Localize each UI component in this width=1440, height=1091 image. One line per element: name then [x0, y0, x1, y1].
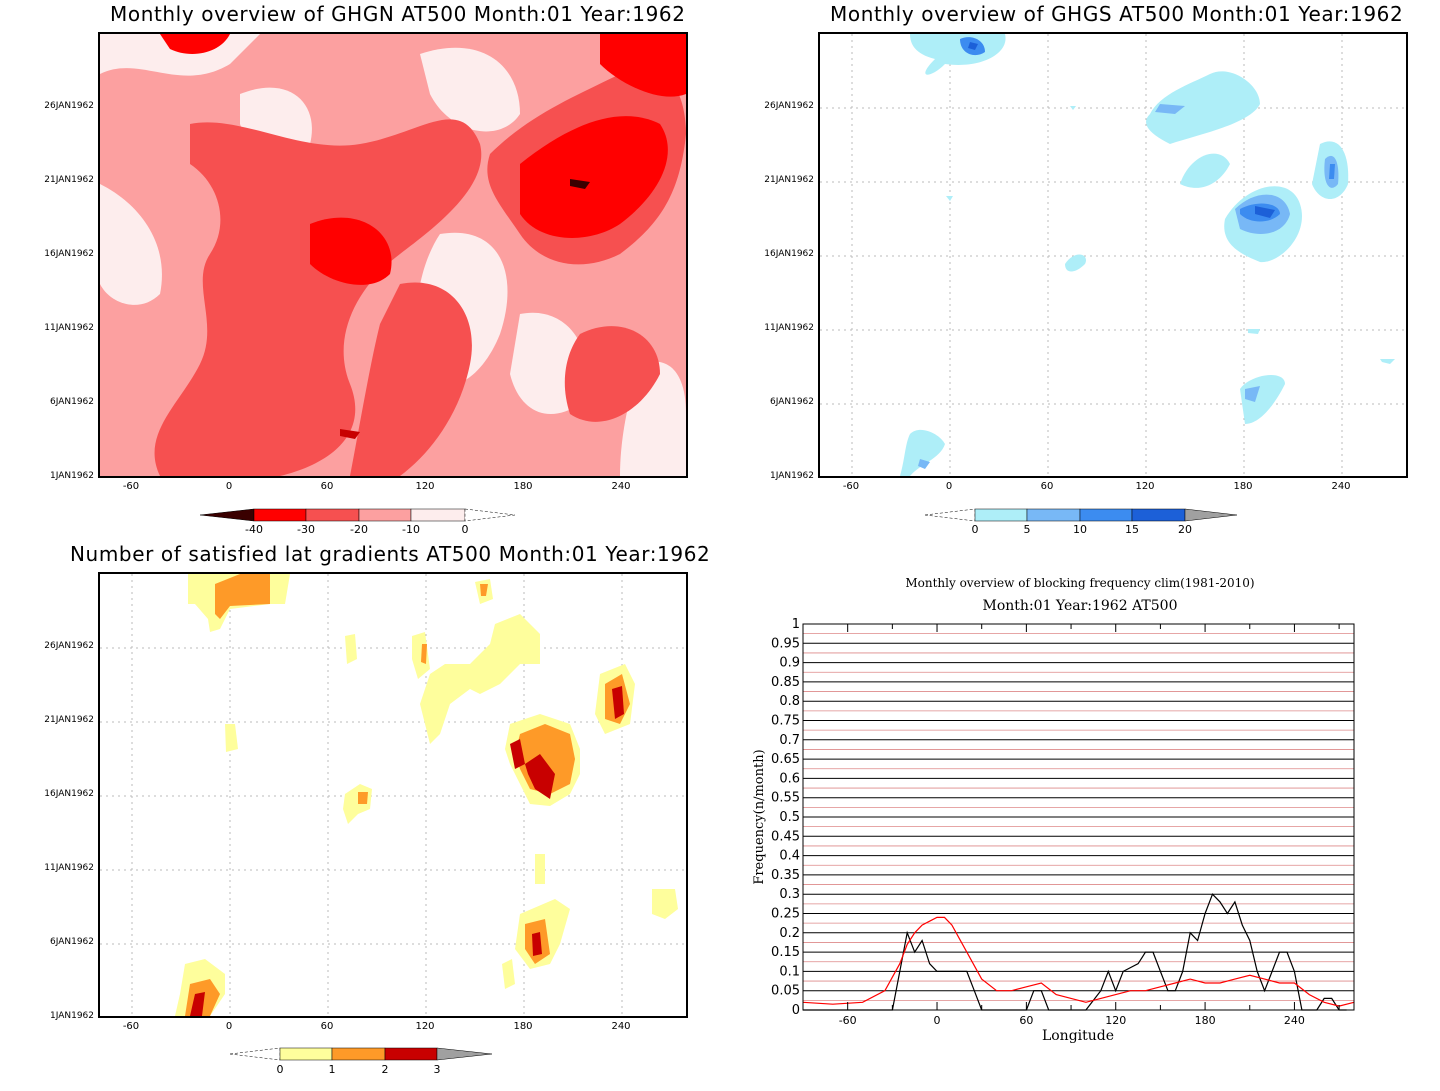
- line-chart: 0 0.05 0.1 0.15 0.2 0.25 0.3 0.35 0.4 0.45 0.5 0.55…: [752, 617, 1355, 1044]
- colorbar: -40 -30 -20 -10 0: [200, 508, 516, 536]
- x-tick-label: 120: [415, 1021, 435, 1032]
- y-tick-label: 1: [792, 617, 800, 632]
- colorbar-label: 1: [329, 1063, 336, 1076]
- x-tick-label: 120: [1135, 481, 1155, 492]
- series-line-1: [802, 916, 1355, 1007]
- x-tick-label: -60: [842, 481, 860, 492]
- y-tick-label: 0.3: [779, 887, 800, 902]
- y-tick-label: 0.5: [779, 810, 800, 825]
- lat-gradients-field: [100, 574, 686, 1016]
- x-tick-label: 180: [513, 1021, 533, 1032]
- x-tick-label: 120: [1105, 1014, 1126, 1027]
- y-tick-label: 11JAN1962: [44, 323, 94, 333]
- x-tick-label: 0: [225, 1021, 233, 1032]
- x-tick-label: 180: [513, 481, 533, 492]
- plot-area: [818, 32, 1408, 478]
- colorbar-label: 2: [382, 1063, 389, 1076]
- y-tick-label: 1JAN1962: [49, 471, 94, 481]
- y-tick-label: 0.15: [771, 945, 800, 960]
- y-tick-label: 0.45: [771, 829, 800, 844]
- y-tick-label: 6JAN1962: [49, 397, 94, 407]
- chart-title: Monthly overview of blocking frequency c…: [905, 576, 1255, 590]
- plot-area: [98, 572, 688, 1018]
- colorbar-label: 0: [277, 1063, 284, 1076]
- colorbar-label: -40: [245, 523, 263, 536]
- y-tick-label: 11JAN1962: [44, 863, 94, 873]
- y-tick-label: 21JAN1962: [764, 175, 814, 185]
- x-tick-label: 60: [1019, 1014, 1033, 1027]
- colorbar-label: 0: [972, 523, 979, 536]
- x-tick-label: 180: [1195, 1014, 1216, 1027]
- x-tick-label: 180: [1233, 481, 1253, 492]
- colorbar-label: 10: [1073, 523, 1087, 536]
- y-tick-label: 0.35: [771, 868, 800, 883]
- chart-title: Monthly overview of GHGS AT500 Month:01 …: [830, 2, 1404, 26]
- y-tick-label: 0.65: [771, 752, 800, 767]
- x-tick-label: 0: [225, 481, 233, 492]
- x-tick-label: 240: [1331, 481, 1351, 492]
- x-tick-label: -60: [122, 481, 140, 492]
- ghgs-field: [820, 34, 1406, 476]
- y-tick-label: 0.25: [771, 907, 800, 922]
- x-tick-label: -60: [839, 1014, 857, 1027]
- chart-title: Monthly overview of GHGN AT500 Month:01 …: [110, 2, 686, 26]
- y-tick-label: 0.85: [771, 675, 800, 690]
- x-tick-label: 0: [945, 481, 953, 492]
- x-tick-label: 60: [320, 1021, 334, 1032]
- y-tick-label: 0.1: [779, 964, 800, 979]
- y-tick-label: 1JAN1962: [49, 1011, 94, 1021]
- y-tick-label: 0.05: [771, 984, 800, 999]
- y-tick-label: 16JAN1962: [764, 249, 814, 259]
- y-tick-label: 0.6: [779, 771, 800, 786]
- y-tick-label: 0.75: [771, 714, 800, 729]
- y-tick-label: 11JAN1962: [764, 323, 814, 333]
- ghgn-field: [100, 34, 686, 476]
- colorbar-label: -30: [297, 523, 315, 536]
- x-tick-label: 0: [934, 1014, 941, 1027]
- colorbar-label: 3: [434, 1063, 441, 1076]
- x-tick-label: 60: [320, 481, 334, 492]
- x-axis-label: Longitude: [1042, 1028, 1114, 1044]
- colorbar: 0 1 2 3: [230, 1047, 493, 1076]
- chart-title: Number of satisfied lat gradients AT500 …: [70, 542, 711, 566]
- x-tick-label: 120: [415, 481, 435, 492]
- y-tick-label: 21JAN1962: [44, 715, 94, 725]
- y-tick-label: 0.95: [771, 636, 800, 651]
- x-tick-label: 240: [1284, 1014, 1305, 1027]
- plot-area: [98, 32, 688, 478]
- y-tick-label: 26JAN1962: [764, 101, 814, 111]
- y-tick-label: 0: [792, 1003, 800, 1018]
- x-tick-label: 240: [611, 481, 631, 492]
- y-tick-label: 21JAN1962: [44, 175, 94, 185]
- y-tick-label: 0.8: [779, 694, 800, 709]
- x-tick-label: 240: [611, 1021, 631, 1032]
- colorbar-label: 5: [1024, 523, 1031, 536]
- colorbar: 0 5 10 15 20: [925, 508, 1238, 536]
- y-tick-label: 26JAN1962: [44, 101, 94, 111]
- y-tick-label: 0.55: [771, 791, 800, 806]
- y-tick-label: 16JAN1962: [44, 789, 94, 799]
- colorbar-label: -20: [350, 523, 368, 536]
- colorbar-label: 15: [1125, 523, 1139, 536]
- colorbar-label: -10: [402, 523, 420, 536]
- chart-subtitle: Month:01 Year:1962 AT500: [982, 598, 1178, 614]
- x-tick-label: 60: [1040, 481, 1054, 492]
- y-tick-label: 0.2: [779, 926, 800, 941]
- series-line-0: [803, 893, 1347, 1011]
- y-tick-label: 16JAN1962: [44, 249, 94, 259]
- y-tick-label: 0.9: [779, 656, 800, 671]
- colorbar-label: 0: [462, 523, 469, 536]
- y-tick-label: 26JAN1962: [44, 641, 94, 651]
- y-tick-label: 0.7: [779, 733, 800, 748]
- y-tick-label: 1JAN1962: [769, 471, 814, 481]
- x-tick-label: -60: [122, 1021, 140, 1032]
- y-axis-label: Frequency(n/month): [752, 749, 767, 884]
- colorbar-label: 20: [1178, 523, 1192, 536]
- y-tick-label: 6JAN1962: [49, 937, 94, 947]
- y-tick-label: 6JAN1962: [769, 397, 814, 407]
- y-tick-label: 0.4: [779, 849, 800, 864]
